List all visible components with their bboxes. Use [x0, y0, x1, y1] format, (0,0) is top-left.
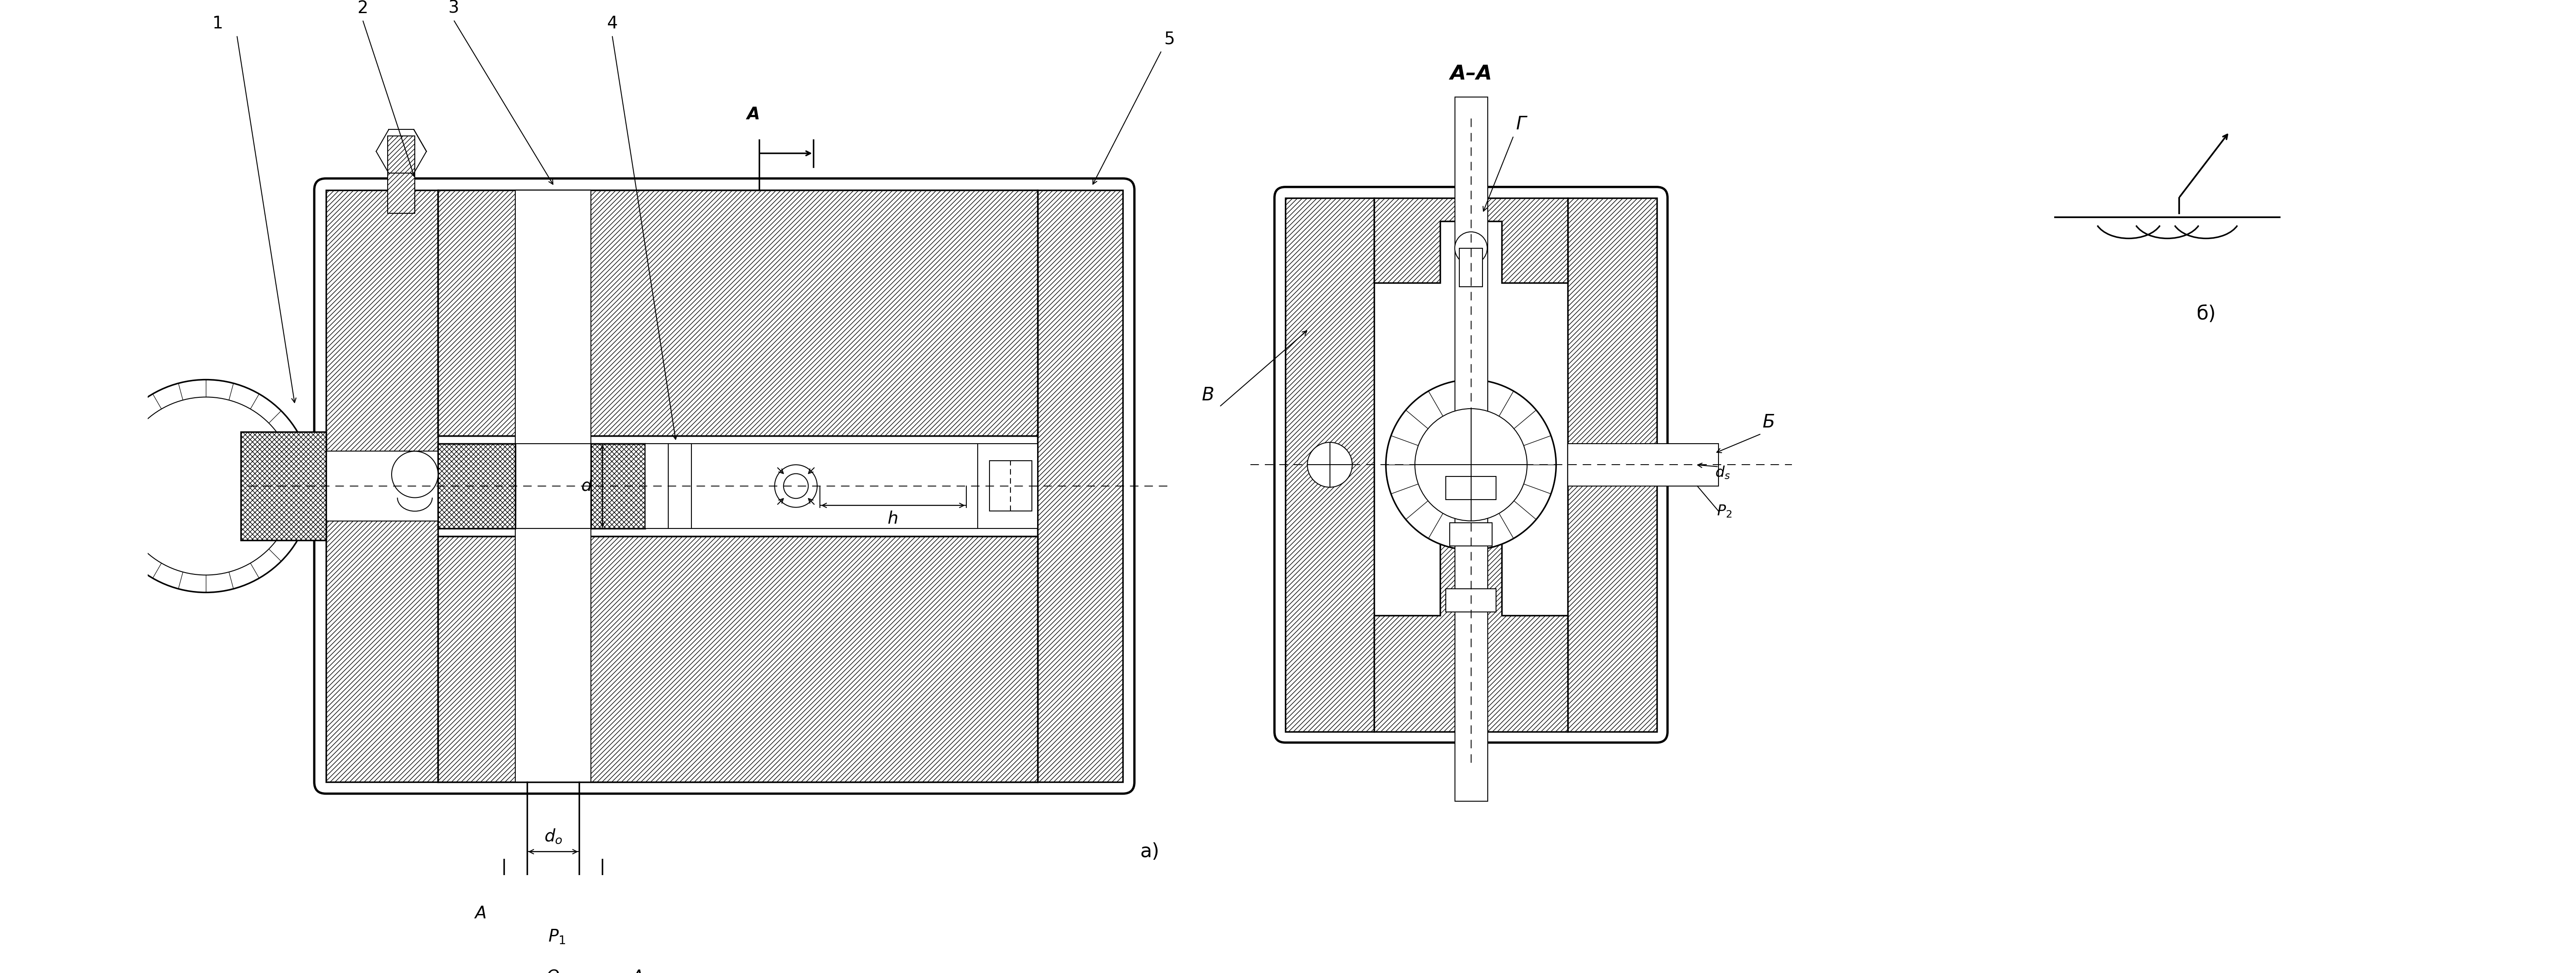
Polygon shape [1373, 538, 1569, 732]
Bar [515, 190, 590, 444]
Text: а): а) [1141, 843, 1159, 861]
Bar [1455, 97, 1486, 802]
Circle shape [392, 451, 438, 497]
Text: А: А [747, 106, 760, 123]
Text: Q: Q [546, 969, 559, 973]
Text: 1: 1 [211, 16, 224, 32]
Circle shape [100, 379, 312, 593]
Circle shape [775, 465, 817, 507]
Circle shape [1386, 379, 1556, 550]
Bar [389, 136, 415, 213]
Polygon shape [590, 444, 644, 528]
Polygon shape [438, 190, 1038, 436]
Text: $P_1$: $P_1$ [549, 928, 567, 946]
FancyBboxPatch shape [314, 178, 1133, 794]
Polygon shape [240, 432, 325, 540]
Text: А: А [631, 969, 644, 973]
Text: 5: 5 [1164, 31, 1175, 48]
Circle shape [1309, 443, 1352, 487]
Polygon shape [1038, 190, 1123, 782]
Circle shape [1414, 409, 1528, 521]
Polygon shape [438, 536, 1038, 782]
Text: 3: 3 [448, 0, 459, 17]
Bar [1461, 248, 1484, 287]
FancyBboxPatch shape [1275, 187, 1667, 742]
Polygon shape [325, 190, 438, 782]
Text: б): б) [2197, 305, 2215, 323]
Bar [1569, 444, 1718, 486]
Text: Г: Г [1517, 115, 1528, 133]
Polygon shape [438, 444, 515, 528]
Bar [1445, 477, 1497, 499]
Text: $d_s$: $d_s$ [1716, 465, 1731, 481]
Text: Б: Б [1762, 413, 1775, 431]
Bar [515, 528, 590, 782]
Text: $d_o$: $d_o$ [544, 828, 562, 845]
Bar [1445, 589, 1497, 612]
Text: $P_2$: $P_2$ [1716, 504, 1731, 519]
Text: 2: 2 [358, 0, 368, 17]
Text: В: В [1200, 386, 1213, 405]
Bar [389, 136, 415, 213]
Text: d: d [580, 478, 592, 494]
Polygon shape [438, 536, 1038, 782]
Polygon shape [1373, 198, 1569, 283]
Bar [644, 444, 979, 528]
Circle shape [1455, 232, 1486, 265]
Polygon shape [1285, 198, 1373, 732]
Polygon shape [1569, 198, 1656, 732]
Text: А: А [474, 905, 487, 921]
Bar [438, 444, 1038, 528]
Bar [1450, 523, 1492, 546]
Circle shape [116, 397, 294, 575]
Text: h: h [889, 511, 899, 527]
Text: 4: 4 [608, 16, 618, 32]
Bar [989, 461, 1033, 511]
Bar [301, 451, 438, 521]
Polygon shape [438, 190, 1038, 436]
Text: А–А: А–А [1450, 64, 1492, 84]
Circle shape [783, 474, 809, 498]
